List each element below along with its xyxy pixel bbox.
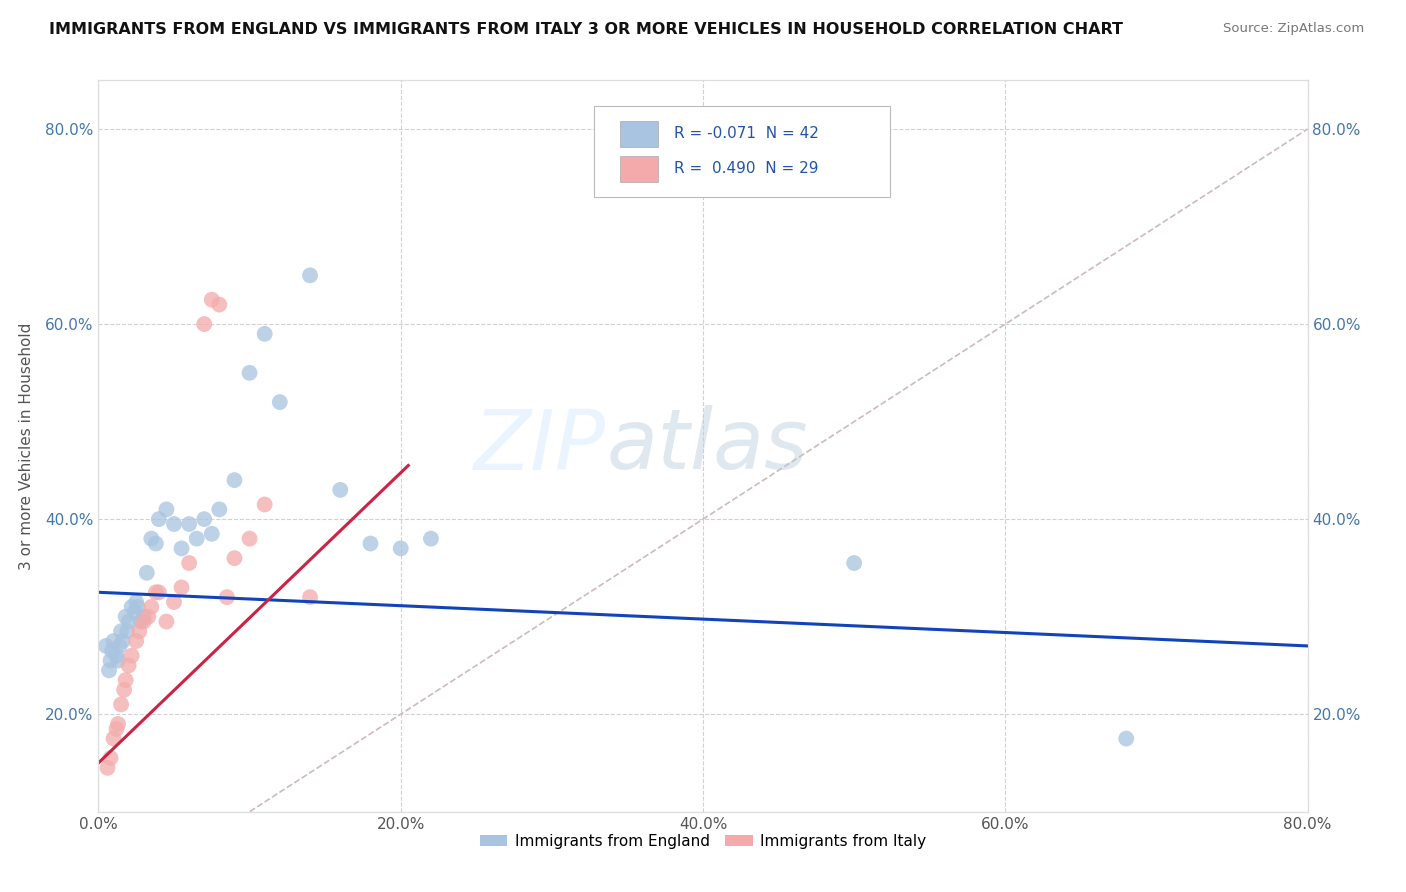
Point: [135, 566, 157, 580]
Point: [201, 293, 224, 307]
Point: [114, 673, 136, 687]
Point: [186, 532, 208, 546]
Point: [239, 366, 262, 380]
Point: [124, 605, 146, 619]
Point: [115, 624, 138, 639]
Point: [208, 297, 231, 311]
Point: [389, 541, 412, 556]
Text: ZIP: ZIP: [474, 406, 606, 486]
Point: [111, 634, 134, 648]
Point: [1115, 731, 1137, 746]
FancyBboxPatch shape: [620, 120, 658, 147]
Point: [155, 615, 177, 629]
Point: [114, 609, 136, 624]
Text: Source: ZipAtlas.com: Source: ZipAtlas.com: [1223, 22, 1364, 36]
Point: [141, 599, 163, 614]
Point: [208, 502, 231, 516]
Point: [329, 483, 352, 497]
Point: [253, 326, 276, 341]
Point: [136, 609, 159, 624]
Point: [145, 585, 167, 599]
Point: [224, 473, 246, 487]
Point: [101, 644, 124, 658]
Point: [103, 731, 125, 746]
Point: [96, 761, 118, 775]
Point: [132, 609, 155, 624]
Point: [132, 615, 155, 629]
Legend: Immigrants from England, Immigrants from Italy: Immigrants from England, Immigrants from…: [474, 828, 932, 855]
Point: [94, 639, 117, 653]
Point: [148, 512, 170, 526]
Point: [125, 634, 148, 648]
FancyBboxPatch shape: [620, 155, 658, 182]
Point: [110, 624, 132, 639]
Text: atlas: atlas: [606, 406, 808, 486]
Point: [125, 595, 148, 609]
FancyBboxPatch shape: [595, 106, 890, 197]
Text: R =  0.490  N = 29: R = 0.490 N = 29: [673, 161, 818, 177]
Point: [129, 615, 152, 629]
Text: R = -0.071  N = 42: R = -0.071 N = 42: [673, 126, 818, 141]
Point: [98, 663, 121, 677]
Point: [253, 498, 276, 512]
Point: [100, 654, 122, 668]
Point: [155, 502, 177, 516]
Point: [121, 599, 143, 614]
Text: IMMIGRANTS FROM ENGLAND VS IMMIGRANTS FROM ITALY 3 OR MORE VEHICLES IN HOUSEHOLD: IMMIGRANTS FROM ENGLAND VS IMMIGRANTS FR…: [49, 22, 1123, 37]
Point: [193, 317, 215, 331]
Y-axis label: 3 or more Vehicles in Household: 3 or more Vehicles in Household: [18, 322, 34, 570]
Point: [108, 639, 131, 653]
Point: [269, 395, 291, 409]
Point: [844, 556, 866, 570]
Point: [420, 532, 443, 546]
Point: [145, 536, 167, 550]
Point: [103, 634, 125, 648]
Point: [118, 658, 141, 673]
Point: [163, 595, 186, 609]
Point: [121, 648, 143, 663]
Point: [299, 590, 322, 604]
Point: [170, 541, 193, 556]
Point: [299, 268, 322, 283]
Point: [215, 590, 238, 604]
Point: [100, 751, 122, 765]
Point: [105, 648, 128, 663]
Point: [107, 654, 129, 668]
Point: [360, 536, 382, 550]
Point: [239, 532, 262, 546]
Point: [201, 526, 224, 541]
Point: [128, 624, 150, 639]
Point: [179, 516, 201, 531]
Point: [148, 585, 170, 599]
Point: [224, 551, 246, 566]
Point: [107, 717, 129, 731]
Point: [193, 512, 215, 526]
Point: [112, 682, 135, 697]
Point: [127, 599, 149, 614]
Point: [118, 615, 141, 629]
Point: [170, 581, 193, 595]
Point: [163, 516, 186, 531]
Point: [105, 722, 128, 736]
Point: [179, 556, 201, 570]
Point: [110, 698, 132, 712]
Point: [141, 532, 163, 546]
